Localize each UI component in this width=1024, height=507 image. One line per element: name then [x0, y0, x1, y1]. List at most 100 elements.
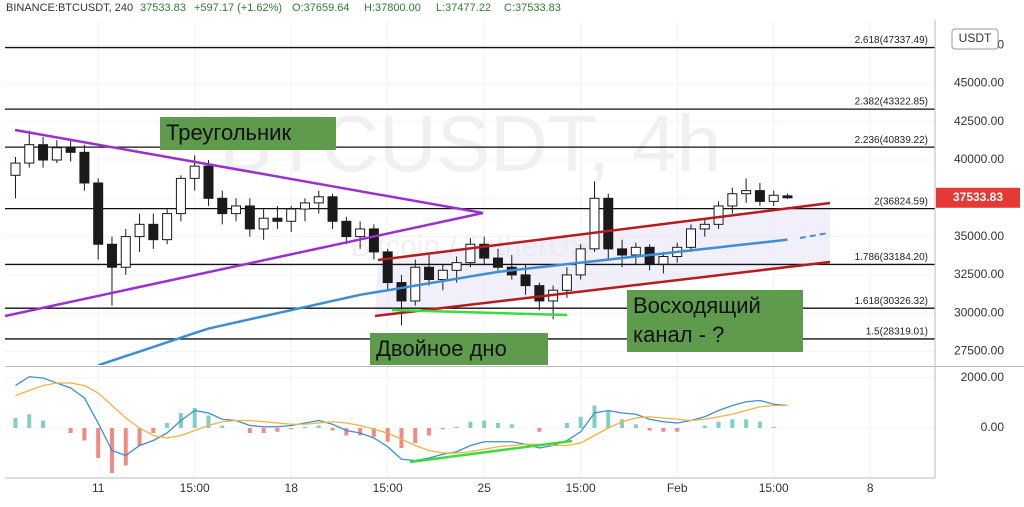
candle-body	[286, 208, 297, 222]
candle-body	[272, 217, 283, 222]
fib-label: 1.5(28319.01)	[866, 327, 928, 338]
currency-badge	[951, 28, 999, 50]
last-price-label: 37533.83	[953, 190, 1003, 204]
histogram-bar	[440, 428, 445, 430]
histogram-bar	[316, 425, 321, 428]
histogram-bar	[302, 426, 307, 428]
annotation-text: Треугольник	[166, 120, 291, 145]
candle-body	[492, 257, 503, 268]
candle-body	[24, 144, 35, 164]
histogram-bar	[509, 424, 514, 428]
drawing-line	[374, 260, 831, 318]
candle-body	[231, 205, 242, 215]
candle-body	[451, 262, 462, 271]
histogram-bar	[716, 421, 721, 428]
histogram-bar	[564, 423, 569, 428]
fib-label: 2(36824.59)	[874, 196, 928, 207]
candle-body	[396, 282, 407, 302]
histogram-bar	[192, 408, 197, 428]
x-tick-label: 15:00	[180, 481, 210, 495]
histogram-bar	[661, 428, 666, 432]
histogram-bar	[220, 425, 225, 428]
histogram-bar	[620, 419, 625, 428]
histogram-bar	[537, 428, 542, 432]
close: C:37533.83	[504, 2, 561, 14]
fib-label: 2.382(43322.85)	[855, 97, 928, 108]
candle-body	[754, 190, 765, 202]
candle-body	[258, 217, 269, 230]
macd-line	[15, 376, 788, 462]
x-tick-label: 18	[285, 481, 299, 495]
x-tick-label: 15:00	[566, 481, 596, 495]
open: O:37659.64	[292, 2, 350, 14]
histogram-bar	[330, 428, 335, 431]
price: 37533.83	[140, 2, 186, 14]
candle-body	[713, 205, 724, 225]
histogram-bar	[151, 428, 156, 433]
candle-body	[520, 274, 531, 287]
histogram-bar	[82, 428, 87, 441]
x-tick-label: 8	[867, 481, 874, 495]
candle-body	[479, 243, 490, 259]
histogram-bar	[385, 428, 390, 442]
candle-body	[106, 243, 117, 268]
y-tick-label: 42500.00	[954, 114, 1004, 128]
annotation-box	[160, 117, 336, 150]
candle-body	[313, 196, 324, 204]
candle-body	[534, 285, 545, 302]
drawing-line	[14, 128, 484, 215]
histogram-bar	[675, 428, 680, 432]
ma-projection	[799, 232, 829, 239]
currency-label: USDT	[959, 31, 992, 45]
candle-body	[741, 190, 752, 195]
candle-body	[617, 248, 628, 256]
candle-body	[38, 144, 49, 161]
histogram-bar	[165, 423, 170, 428]
candle-body	[382, 251, 393, 284]
histogram-bar	[68, 428, 73, 433]
histogram-bar	[468, 421, 473, 428]
fib-label: 1.618(30326.32)	[855, 296, 928, 307]
histogram-bar	[592, 405, 597, 428]
histogram-bar	[744, 419, 749, 428]
y-tick-label: 45000.00	[954, 76, 1004, 90]
candle-body	[699, 223, 710, 230]
candle-body	[10, 162, 21, 176]
histogram-bar	[137, 428, 142, 446]
fib-label: 2.618(47337.49)	[855, 35, 928, 46]
candle-body	[299, 202, 310, 210]
candle-body	[79, 151, 90, 184]
annotation-text: Двойное дно	[376, 336, 507, 361]
y-tick-label: 30000.00	[954, 305, 1004, 319]
y-tick-label: 32500.00	[954, 267, 1004, 281]
x-tick-label: 11	[92, 481, 105, 495]
candle-body	[424, 266, 435, 280]
candle-body	[782, 195, 793, 199]
candle-body	[589, 197, 600, 250]
drawing-line	[377, 201, 831, 262]
candle-body	[189, 165, 200, 179]
candle-body	[327, 196, 338, 222]
annotation-text: канал - ?	[633, 322, 724, 347]
candle-body	[203, 165, 214, 199]
annotation-text: Восходящий	[633, 293, 761, 318]
histogram-bar	[344, 428, 349, 436]
histogram-bar	[647, 428, 652, 431]
x-tick-label: 15:00	[759, 481, 789, 495]
histogram-bar	[454, 426, 459, 428]
histogram-bar	[427, 428, 432, 436]
histogram-bar	[606, 410, 611, 428]
histogram-bar	[27, 414, 32, 428]
fib-label: 1.786(33184.20)	[855, 252, 928, 263]
high: H:37800.00	[364, 2, 421, 14]
candle-body	[727, 193, 738, 207]
candle-body	[65, 147, 76, 153]
x-tick-label: 15:00	[373, 481, 403, 495]
fib-label: 2.236(40839.22)	[855, 135, 928, 146]
drawing-line	[5, 211, 484, 318]
low: L:37477.22	[436, 2, 491, 14]
histogram-bar	[730, 419, 735, 428]
histogram-bar	[358, 428, 363, 436]
candle-body	[768, 194, 779, 202]
histogram-bar	[771, 426, 776, 428]
